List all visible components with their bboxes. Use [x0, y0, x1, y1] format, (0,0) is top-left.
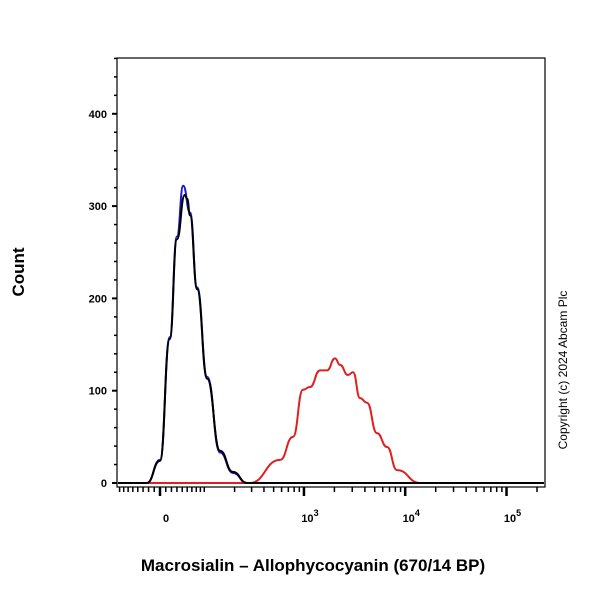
histogram-series-0: [117, 184, 544, 485]
y-tick-label: 100: [89, 386, 107, 398]
x-axis: 0 103 104 105: [118, 487, 538, 525]
x-tick-base: 0: [163, 513, 169, 525]
histogram-series-1: [117, 194, 544, 485]
y-axis-title: Count: [9, 247, 28, 296]
y-tick-label: 0: [101, 478, 107, 490]
x-axis-title: Macrosialin – Allophycocyanin (670/14 BP…: [141, 556, 485, 575]
plot-frame: [116, 57, 546, 488]
copyright-text: Copyright (c) 2024 Abcam Plc: [556, 291, 570, 450]
y-tick-label: 200: [89, 293, 107, 305]
x-tick-exponent: 5: [516, 508, 521, 518]
x-tick-label: 104: [403, 508, 420, 525]
x-tick-base: 10: [403, 513, 415, 525]
x-tick-label: 0: [163, 513, 169, 525]
y-axis: 0 100 200 300 400: [89, 57, 117, 490]
x-tick-label: 105: [504, 508, 521, 525]
x-tick-exponent: 4: [415, 508, 420, 518]
x-tick-exponent: 3: [314, 508, 319, 518]
x-tick-base: 10: [504, 513, 516, 525]
histogram-series-2: [117, 357, 544, 485]
x-tick-base: 10: [301, 513, 313, 525]
y-tick-label: 400: [89, 109, 107, 121]
y-tick-label: 300: [89, 201, 107, 213]
plot-series: [117, 184, 544, 485]
x-tick-label: 103: [301, 508, 318, 525]
